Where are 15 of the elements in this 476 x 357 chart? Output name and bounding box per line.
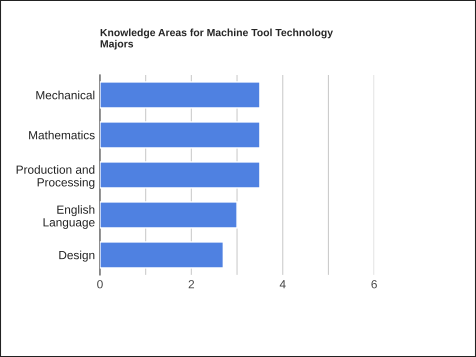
y-tick-label: Mathematics	[29, 130, 95, 140]
bar	[100, 201, 238, 229]
bar	[100, 161, 261, 189]
x-tick-label: 0	[97, 280, 103, 288]
bar	[100, 121, 261, 149]
x-tick-label: 2	[188, 280, 194, 288]
y-tick-label: English Language	[44, 205, 95, 229]
x-tick-label: 6	[371, 280, 377, 288]
bar	[100, 81, 261, 109]
bar	[100, 241, 224, 269]
y-tick-label: Design	[59, 250, 94, 262]
y-tick-label: Production and Processing	[16, 165, 94, 189]
y-tick-label: Mechanical	[36, 90, 94, 100]
x-tick-label: 4	[280, 280, 286, 288]
chart-title: Knowledge Areas for Machine Tool Technology Majors	[100, 28, 333, 50]
